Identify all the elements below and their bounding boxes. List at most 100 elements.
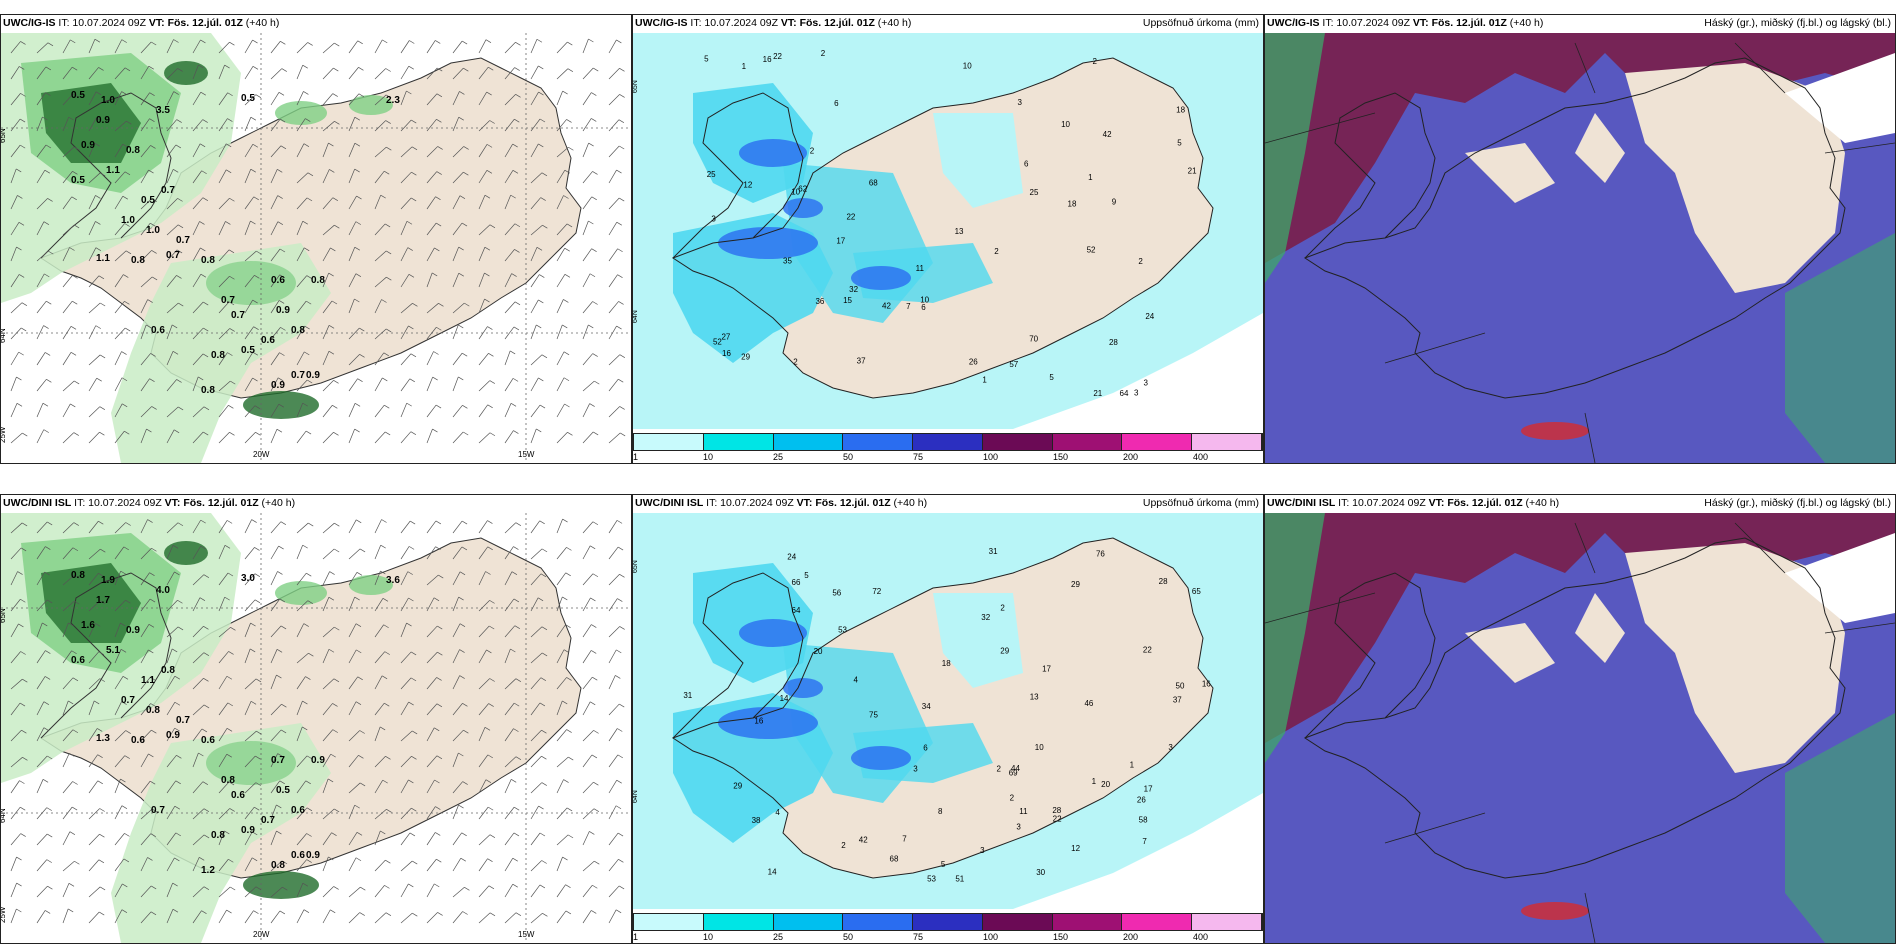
barb-shaft [478,39,487,54]
wind-barb [374,276,392,288]
barb-flag [18,274,25,278]
barb-flag [484,194,491,199]
wind-barb [582,597,596,612]
barb-flag [459,195,466,200]
barb-flag [435,404,442,409]
barb-shaft [296,247,305,262]
wind-barb [582,248,597,262]
barb-shaft [88,91,97,106]
wind-barb [244,220,256,236]
wind-barb [244,274,260,288]
barb-shaft [36,300,47,314]
barb-flag [73,146,80,151]
barb-shaft [62,247,70,262]
precip-value-label: 1 [1088,173,1093,182]
barb-flag [17,195,23,199]
wind-barb [556,169,571,184]
wind-barb [296,118,311,132]
barb-flag [125,730,131,734]
wind-barb [582,781,599,794]
barb-flag [616,39,622,44]
barb-flag [463,171,469,176]
wind-barb [582,171,598,184]
barb-flag [409,378,415,383]
wind-barb [36,144,52,158]
wind-value-label: 0.7 [151,805,165,816]
barb-flag [120,570,126,575]
barb-shaft [530,520,540,534]
barb-shaft [10,702,21,716]
precip-value-label: 22 [1143,645,1152,654]
colorbar-cell [982,914,1053,930]
precip-panel-header: UWC/IG-IS IT: 10.07.2024 09Z VT: Fös. 12… [635,17,1259,33]
barb-shaft [218,221,226,236]
wind-barb [504,806,520,820]
barb-shaft [192,431,204,444]
barb-flag [541,626,548,631]
barb-flag [147,519,153,523]
wind-barb [426,67,443,80]
wind-barb [270,703,287,716]
wind-barb [244,857,258,872]
wind-barb [478,703,494,716]
barb-shaft [166,379,177,392]
barb-flag [70,403,76,408]
barb-shaft [582,38,589,54]
wind-barb [530,573,547,586]
barb-flag [410,651,417,656]
precip-value-label: 42 [882,302,891,311]
barb-shaft [296,544,304,560]
barb-shaft [62,547,74,560]
barb-shaft [10,547,22,560]
barb-flag [120,648,127,653]
barb-flag [123,274,129,278]
wind-value-label: 0.8 [201,385,215,396]
barb-flag [615,909,622,914]
barb-shaft [426,303,439,314]
barb-flag [302,544,308,549]
barb-flag [308,652,314,657]
barb-shaft [374,912,387,924]
barb-shaft [530,805,539,820]
wind-barb [322,808,340,820]
wind-barb [608,94,625,106]
valid-time: VT: Fös. 12.júl. 01Z [164,497,259,509]
barb-flag [379,726,386,731]
colorbar-ticks: 1 10 25 50 75 100 150 200 400 [633,931,1263,943]
wind-barb [244,573,261,586]
clear-land [1465,143,1555,203]
barb-shaft [478,224,491,236]
barb-flag [226,909,232,914]
barb-flag [20,93,26,97]
barb-flag [124,755,130,759]
barb-shaft [88,911,100,924]
wind-barb [114,778,126,794]
wind-barb [322,678,340,690]
barb-flag [306,275,312,279]
barb-flag [302,700,308,705]
barb-shaft [140,222,151,236]
barb-flag [74,574,80,579]
wind-barb [556,223,573,236]
colorbar-tick-label: 200 [1123,452,1139,462]
barb-flag [539,274,545,278]
barb-flag [615,675,621,679]
barb-shaft [348,428,355,444]
wind-barb [140,572,155,586]
barb-flag [618,119,625,124]
barb-shaft [270,352,280,366]
wind-barb [556,779,569,794]
barb-flag [16,908,22,913]
wind-barb [478,834,496,846]
barb-flag [200,39,206,44]
barb-flag [277,169,283,173]
barb-flag [434,727,440,732]
barb-flag [99,302,106,307]
barb-shaft [530,729,542,742]
wind-barb [452,703,468,716]
barb-shaft [244,599,256,612]
wind-barb [608,805,622,820]
wind-value-label: 0.6 [151,325,165,336]
barb-shaft [114,223,125,236]
barb-flag [281,703,287,708]
